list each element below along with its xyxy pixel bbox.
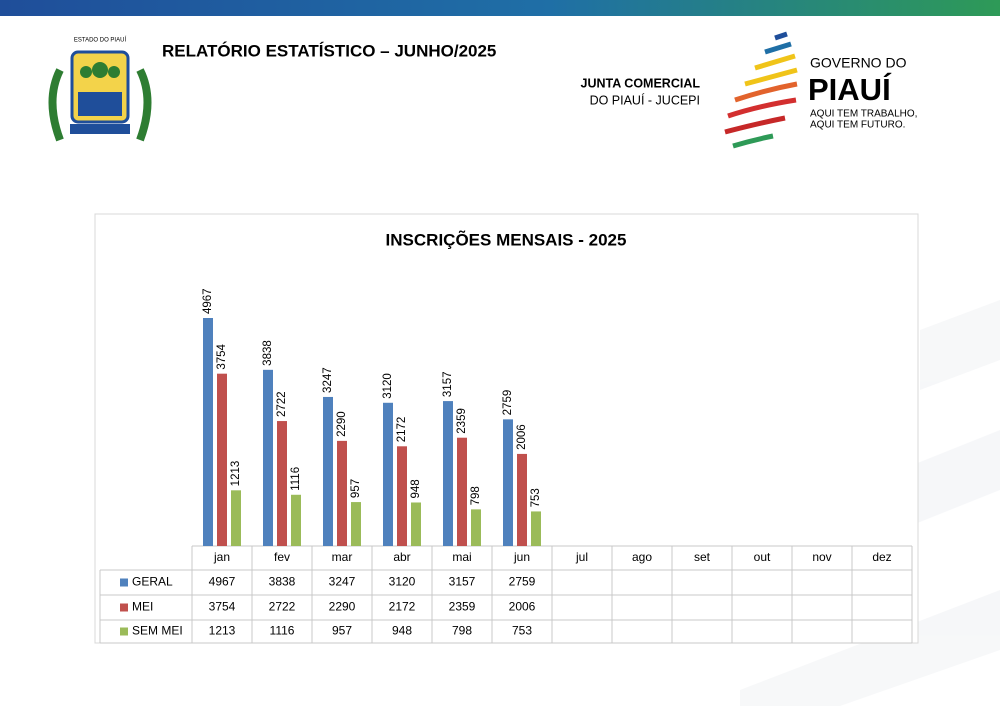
- table-cell: 2759: [509, 575, 536, 589]
- value-label: 2359: [456, 408, 468, 434]
- value-label: 3157: [442, 371, 454, 397]
- x-tick-label: jan: [213, 550, 230, 564]
- value-label: 3838: [262, 340, 274, 366]
- logo-slogan2: AQUI TEM FUTURO.: [810, 120, 905, 131]
- table-cell: 1213: [209, 624, 236, 638]
- value-label: 2759: [502, 390, 514, 416]
- bar: [203, 318, 213, 546]
- bar: [411, 502, 421, 546]
- bar: [323, 396, 333, 546]
- x-tick-label: dez: [872, 550, 891, 564]
- bar: [457, 437, 467, 546]
- logo-line1: GOVERNO DO: [810, 55, 907, 71]
- government-logo: [724, 31, 798, 149]
- top-band: [0, 0, 1000, 16]
- x-tick-label: ago: [632, 550, 652, 564]
- legend-swatch: [120, 603, 128, 612]
- org-line1: JUNTA COMERCIAL: [581, 76, 701, 90]
- chart-title: INSCRIÇÕES MENSAIS - 2025: [386, 229, 627, 249]
- table-cell: 948: [392, 624, 412, 638]
- table-cell: 3120: [389, 575, 416, 589]
- bar: [383, 402, 393, 546]
- legend-swatch: [120, 627, 128, 636]
- value-label: 798: [470, 486, 482, 505]
- x-tick-label: nov: [812, 550, 831, 564]
- value-label: 3247: [322, 367, 334, 393]
- bar: [503, 419, 513, 546]
- value-label: 2172: [396, 417, 408, 443]
- value-label: 3120: [382, 373, 394, 399]
- bar: [397, 446, 407, 546]
- x-tick-label: jun: [513, 550, 530, 564]
- table-cell: 798: [452, 624, 472, 638]
- table-cell: 753: [512, 624, 532, 638]
- value-label: 2290: [336, 411, 348, 437]
- bar: [443, 401, 453, 546]
- bar: [531, 511, 541, 546]
- bar: [291, 494, 301, 546]
- logo-slogan1: AQUI TEM TRABALHO,: [810, 109, 917, 120]
- bar: [471, 509, 481, 546]
- emblem-text: ESTADO DO PIAUÍ: [74, 37, 127, 44]
- report-title: RELATÓRIO ESTATÍSTICO – JUNHO/2025: [162, 41, 496, 60]
- x-tick-label: mai: [452, 550, 471, 564]
- legend-swatch: [120, 578, 128, 587]
- value-label: 2006: [516, 424, 528, 450]
- x-tick-label: fev: [274, 550, 290, 564]
- value-label: 1116: [290, 467, 302, 491]
- org-line2: DO PIAUÍ - JUCEPI: [590, 92, 700, 107]
- table-cell: 2722: [269, 600, 296, 614]
- bar: [517, 453, 527, 546]
- bar: [263, 369, 273, 546]
- x-tick-label: abr: [393, 550, 410, 564]
- table-cell: 2172: [389, 600, 416, 614]
- bar: [351, 502, 361, 546]
- bar: [217, 373, 227, 546]
- value-label: 948: [410, 479, 422, 498]
- value-label: 2722: [276, 391, 288, 417]
- table-cell: 3157: [449, 575, 476, 589]
- value-label: 957: [350, 479, 362, 498]
- value-label: 4967: [202, 288, 214, 314]
- bar: [277, 421, 287, 546]
- table-cell: 3247: [329, 575, 356, 589]
- table-cell: 3754: [209, 600, 236, 614]
- bar: [337, 440, 347, 546]
- x-tick-label: jul: [575, 550, 588, 564]
- x-tick-label: mar: [332, 550, 353, 564]
- table-cell: 2006: [509, 600, 536, 614]
- table-cell: 3838: [269, 575, 296, 589]
- state-emblem: ESTADO DO PIAUÍ: [48, 37, 152, 142]
- bar: [231, 490, 241, 546]
- value-label: 753: [530, 488, 542, 507]
- table-cell: 957: [332, 624, 352, 638]
- logo-line2: PIAUÍ: [808, 72, 892, 107]
- value-label: 1213: [230, 461, 242, 487]
- legend-label: SEM MEI: [132, 624, 183, 638]
- legend-label: GERAL: [132, 575, 173, 589]
- x-tick-label: out: [754, 550, 771, 564]
- table-cell: 2290: [329, 600, 356, 614]
- value-label: 3754: [216, 343, 228, 369]
- legend-label: MEI: [132, 600, 153, 614]
- table-cell: 2359: [449, 600, 476, 614]
- background-stripes: [740, 300, 1000, 706]
- table-cell: 4967: [209, 575, 236, 589]
- table-cell: 1116: [270, 624, 295, 638]
- x-tick-label: set: [694, 550, 711, 564]
